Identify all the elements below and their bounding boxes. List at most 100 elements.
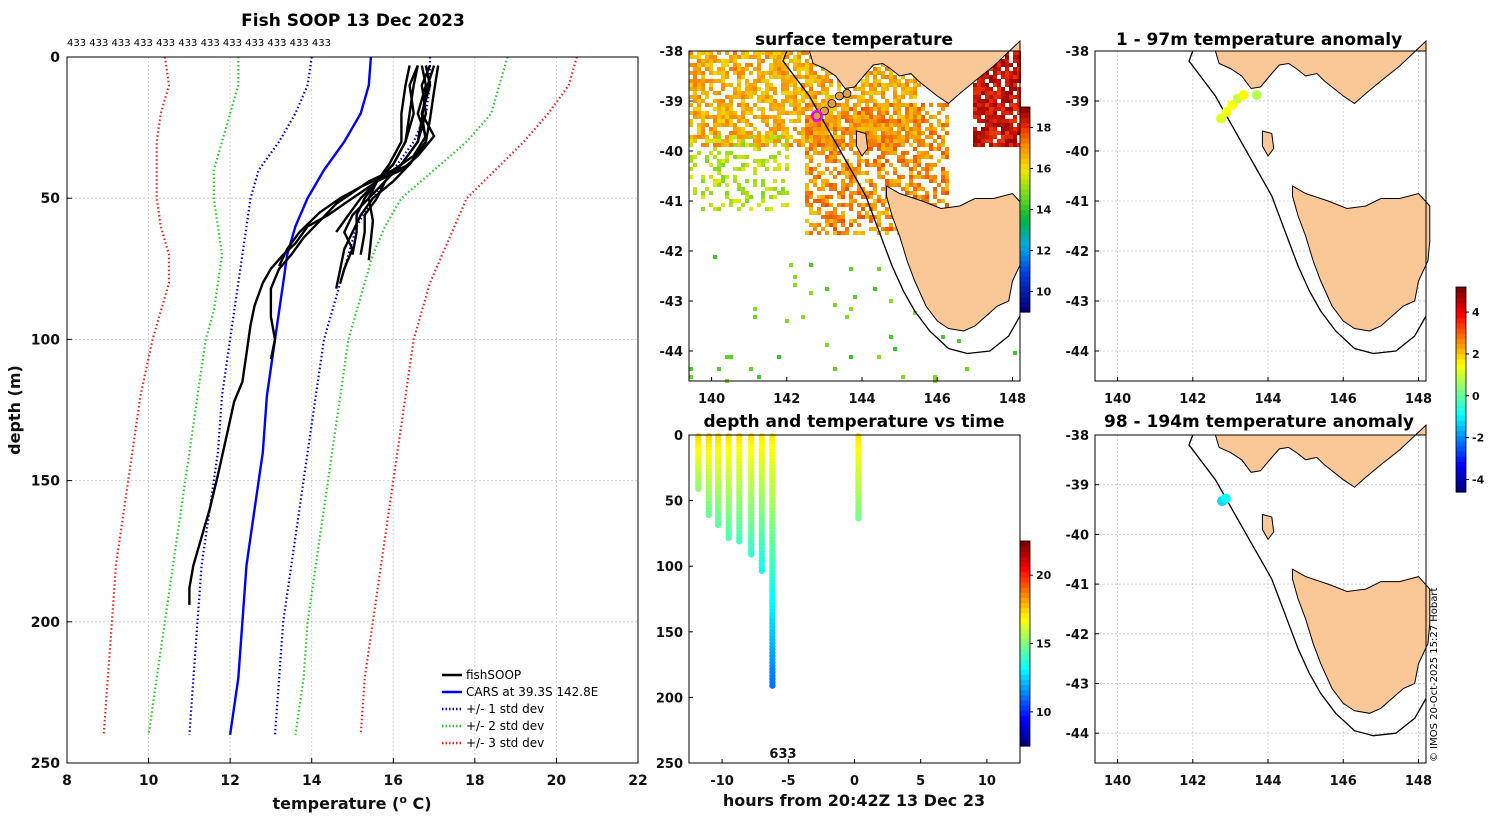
sst-cell — [933, 131, 937, 135]
sst-cell — [881, 227, 885, 231]
sst-cell — [693, 95, 697, 99]
sst-cell — [977, 143, 981, 147]
sst-cell — [817, 139, 821, 143]
sst-cell — [769, 107, 773, 111]
colorbar-segment — [1020, 602, 1030, 609]
colorbar-segment — [1020, 633, 1030, 639]
sst-cell — [989, 91, 993, 95]
sst-cell — [797, 115, 801, 119]
sst-cell — [937, 159, 941, 163]
sst-cell — [869, 107, 873, 111]
colorbar-segment — [1020, 566, 1030, 573]
sst-cell — [709, 175, 713, 179]
map-ytick: -40 — [1066, 528, 1090, 543]
sst-cell — [713, 59, 717, 63]
sst-cell — [797, 71, 801, 75]
colorbar-segment — [1020, 720, 1030, 727]
sst-cell — [689, 155, 693, 159]
sst-cell — [897, 115, 901, 119]
cast-sample-point — [855, 515, 862, 522]
sst-cell — [753, 91, 757, 95]
sst-cell — [693, 99, 697, 103]
sst-cell — [753, 55, 757, 59]
profile-xtick: 14 — [302, 773, 322, 789]
sst-cell — [757, 87, 761, 91]
sst-cell — [1005, 71, 1009, 75]
sst-cell — [905, 91, 909, 95]
sst-cell — [797, 143, 801, 147]
sst-cell — [901, 155, 905, 159]
sst-cell — [701, 119, 705, 123]
sst-cell — [825, 91, 829, 95]
sst-cell — [1001, 91, 1005, 95]
colorbar-segment — [1020, 715, 1030, 721]
sst-cell — [973, 135, 977, 139]
sst-cell — [725, 175, 729, 179]
sst-cell — [693, 139, 697, 143]
sst-cell — [893, 183, 897, 187]
sst-cell — [721, 107, 725, 111]
sst-cell — [861, 95, 865, 99]
sst-cell — [869, 219, 873, 223]
sst-cell — [829, 143, 833, 147]
vessel-track-point — [820, 106, 829, 116]
sst-cell — [701, 111, 705, 115]
sst-cell — [877, 143, 881, 147]
sst-cell — [749, 63, 753, 67]
profile-grid — [66, 56, 639, 764]
sst-cell — [801, 91, 805, 95]
sst-cell — [765, 87, 769, 91]
colorbar-segment — [1456, 389, 1466, 396]
sst-cell — [885, 207, 889, 211]
colorbar-segment — [1020, 148, 1030, 154]
sst-cell — [861, 91, 865, 95]
sst-cell — [805, 171, 809, 175]
sst-cell — [997, 123, 1001, 127]
profile-ytick: 200 — [31, 615, 60, 631]
sst-cell — [781, 111, 785, 115]
sst-cell — [749, 55, 753, 59]
sst-cell — [797, 59, 801, 63]
sst-cell — [797, 103, 801, 107]
sst-cell — [821, 91, 825, 95]
colorbar-tick: 20 — [1036, 569, 1052, 582]
sst-cell — [869, 215, 873, 219]
sst-cell — [901, 143, 905, 147]
sst-cell — [973, 91, 977, 95]
sst-cell — [857, 163, 861, 167]
sst-cell — [729, 107, 733, 111]
sst-cell — [989, 95, 993, 99]
sst-cell — [993, 71, 997, 75]
anomaly-map-shallow: 1 - 97m temperature anomaly 140 142 144 146… — [1066, 30, 1433, 407]
sst-cell — [925, 163, 929, 167]
sst-cell — [937, 143, 941, 147]
sst-cell — [813, 175, 817, 179]
sst-cell — [1009, 135, 1013, 139]
sst-cell — [925, 127, 929, 131]
sst-cell — [809, 211, 813, 215]
sst-cell — [757, 99, 761, 103]
sst-cell — [729, 199, 733, 203]
profile-xlabel: temperature (o C) — [272, 793, 431, 813]
sst-cell — [813, 63, 817, 67]
depth-time-annotation: 633 — [769, 747, 796, 762]
sst-cell — [909, 131, 913, 135]
vessel-position-marker — [810, 109, 823, 123]
sst-cell — [833, 159, 837, 163]
depth-time-xtick: -5 — [781, 774, 795, 789]
sst-cell — [749, 91, 753, 95]
sst-cell — [773, 75, 777, 79]
sst-cell — [853, 191, 857, 195]
sst-cell — [977, 87, 981, 91]
sst-cell — [877, 147, 881, 151]
sst-cell — [933, 127, 937, 131]
sst-cell — [737, 55, 741, 59]
sst-cell — [993, 123, 997, 127]
colorbar-segment — [1020, 638, 1030, 645]
sst-cell — [897, 139, 901, 143]
sst-cell — [689, 123, 693, 127]
sst-cell — [709, 63, 713, 67]
sst-cell — [1013, 115, 1017, 119]
sst-cell — [909, 115, 913, 119]
colorbar-tick: 10 — [1036, 286, 1052, 299]
